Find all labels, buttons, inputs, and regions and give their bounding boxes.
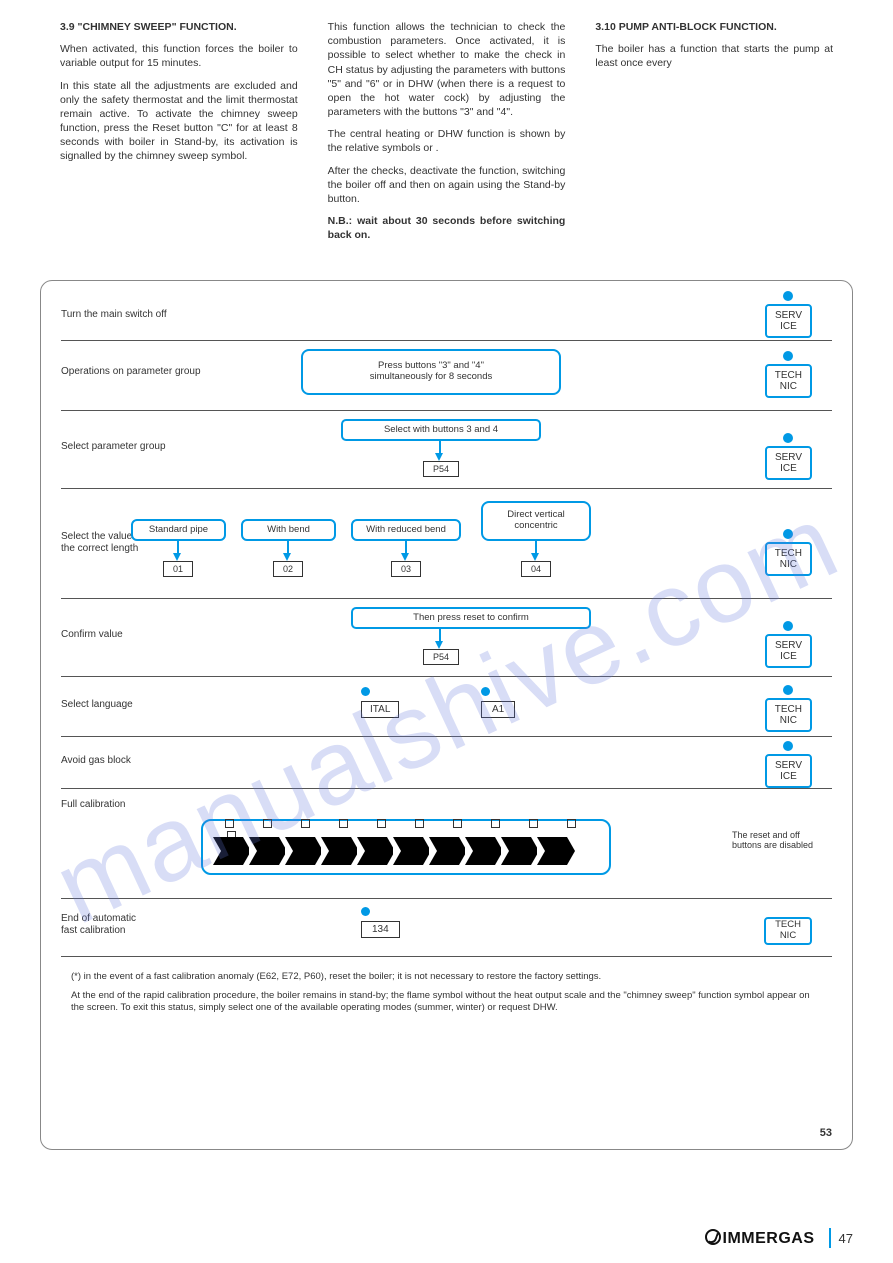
para-1: When activated, this function forces the… [60,42,298,70]
chevron-container [201,819,611,875]
r4-v3: 03 [391,561,421,577]
r4-opt4: Direct verticalconcentric [481,501,591,541]
r4-side: TECHNIC [765,542,812,576]
r4-v4: 04 [521,561,551,577]
r5-pill: Then press reset to confirm [351,607,591,629]
para-2: In this state all the adjustments are ex… [60,79,298,164]
figure-number: 53 [820,1127,832,1139]
r9-val: 134 [361,921,400,938]
page-footer: IMMERGAS 47 [705,1228,853,1248]
foot-note-2: At the end of the rapid calibration proc… [71,990,822,1015]
section-title: 3.9 "CHIMNEY SWEEP" FUNCTION. [60,20,298,34]
section2-body: The boiler has a function that starts th… [595,42,833,70]
r7-side: SERVICE [765,754,812,788]
r4-v2: 02 [273,561,303,577]
r2-side: TECHNIC [765,364,812,398]
warning: N.B.: wait about 30 seconds before switc… [328,214,566,242]
r4-opt3: With reduced bend [351,519,461,541]
r2-label: Operations on parameter group [61,366,201,378]
r3-label: Select parameter group [61,441,201,453]
r5-val: P54 [423,649,459,665]
r5-side: SERVICE [765,634,812,668]
para-5: After the checks, deactivate the functio… [328,164,566,207]
section2-title: 3.10 PUMP ANTI-BLOCK FUNCTION. [595,20,833,34]
r1-label: Turn the main switch off [61,309,201,321]
r6-side: TECHNIC [765,698,812,732]
para-3: This function allows the technician to c… [328,20,566,119]
r2-box: Press buttons "3" and "4"simultaneously … [301,349,561,395]
flowchart-frame: manualshive.com Turn the main switch off… [40,280,853,1150]
r4-v1: 01 [163,561,193,577]
r6-a: ITAL [361,701,399,718]
brand-logo: IMMERGAS [705,1229,815,1248]
page-number: 47 [839,1231,853,1246]
para-4: The central heating or DHW function is s… [328,127,566,155]
r6-b: A1 [481,701,515,718]
r9-side: TECHNIC [764,917,812,945]
r3-side: SERVICE [765,446,812,480]
r7-label: Avoid gas block [61,755,201,767]
r1-side: SERVICE [765,304,812,338]
r8-label: Full calibration [61,799,201,811]
foot-note-1: (*) in the event of a fast calibration a… [71,971,822,983]
r3-val: P54 [423,461,459,477]
r8-note: The reset and off buttons are disabled [732,831,822,851]
r6-label: Select language [61,699,201,711]
r4-opt1: Standard pipe [131,519,226,541]
r3-pill: Select with buttons 3 and 4 [341,419,541,441]
r4-opt2: With bend [241,519,336,541]
r5-label: Confirm value [61,629,201,641]
r9-label: End of automaticfast calibration [61,913,201,937]
